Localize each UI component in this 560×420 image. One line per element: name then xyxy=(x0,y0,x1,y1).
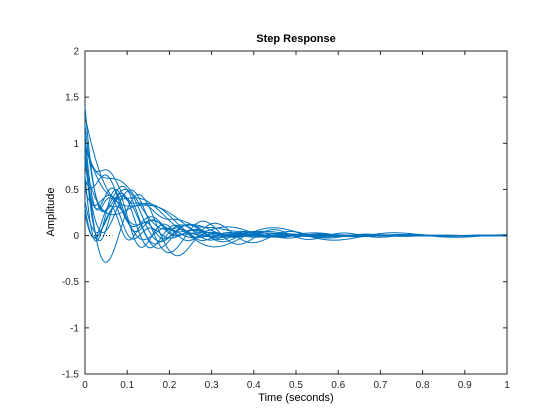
y-tick-label: 0 xyxy=(73,231,79,242)
chart-title: Step Response xyxy=(256,33,335,45)
y-tick-label: 1.5 xyxy=(65,93,79,104)
series-group xyxy=(84,106,508,263)
y-tick-label: 1 xyxy=(73,139,79,150)
y-tick-label: -1 xyxy=(70,323,79,334)
x-tick-label: 0.2 xyxy=(162,380,176,391)
x-tick-label: 0.5 xyxy=(289,380,303,391)
x-tick-label: 0.6 xyxy=(331,380,345,391)
x-axis-label: Time (seconds) xyxy=(258,392,333,404)
y-tick-label: -0.5 xyxy=(62,277,80,288)
y-tick-label: 2 xyxy=(73,47,79,58)
x-tick-label: 1 xyxy=(504,380,510,391)
x-tick-label: 0.9 xyxy=(458,380,472,391)
x-ticks: 0 0.1 0.2 0.3 0.4 0.5 0.6 0.7 0.8 0.9 1 xyxy=(82,51,510,391)
x-tick-label: 0.8 xyxy=(416,380,430,391)
plot-area xyxy=(84,50,508,375)
x-tick-label: 0.1 xyxy=(120,380,134,391)
x-tick-label: 0.7 xyxy=(373,380,387,391)
x-tick-label: 0 xyxy=(82,380,88,391)
y-tick-label: -1.5 xyxy=(62,370,80,381)
y-tick-label: 0.5 xyxy=(65,185,79,196)
y-ticks: 2 1.5 1 0.5 0 -0.5 -1 -1.5 xyxy=(62,47,507,381)
series-line xyxy=(84,161,507,237)
x-tick-label: 0.4 xyxy=(247,380,261,391)
y-axis-label: Amplitude xyxy=(45,188,57,237)
x-tick-label: 0.3 xyxy=(205,380,219,391)
